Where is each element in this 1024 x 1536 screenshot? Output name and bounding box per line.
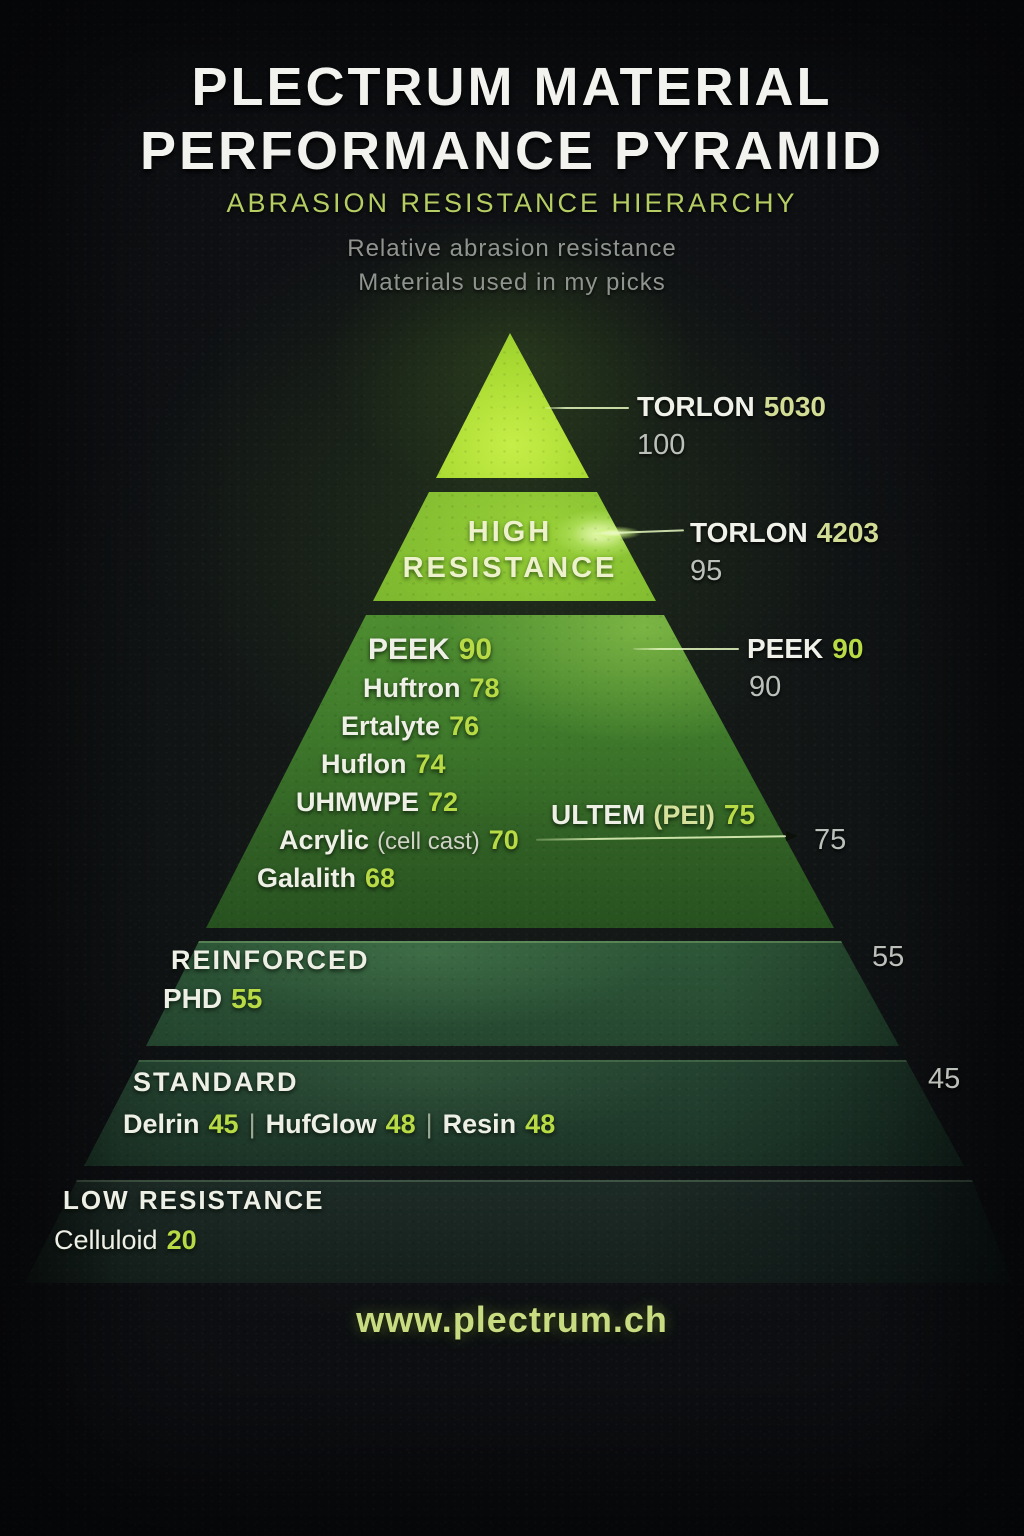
material-row-peek: PEEK 90	[368, 633, 492, 667]
material-row-acrylic: Acrylic (cell cast) 70	[279, 825, 519, 856]
side-value-75: 75	[814, 824, 847, 856]
material-value: 48	[525, 1109, 556, 1139]
tier-label-standard: STANDARD	[133, 1067, 299, 1097]
material-name: ULTEM	[551, 799, 646, 830]
material-name: Galalith	[257, 863, 357, 893]
callout-line-peek	[633, 648, 739, 650]
material-row-uhmwpe: UHMWPE 72	[296, 787, 458, 818]
pyramid-tier-torlon5030	[436, 333, 589, 478]
material-value: 90	[458, 633, 493, 666]
callout-arrow	[786, 831, 798, 841]
pyramid-tier-peek-group	[206, 615, 834, 928]
material-value: 20	[166, 1225, 197, 1255]
material-row-phd: PHD 55	[163, 983, 262, 1015]
material-note: (cell cast)	[377, 828, 480, 855]
material-name: Resin	[442, 1109, 517, 1139]
material-name: Delrin	[123, 1109, 200, 1139]
material-row-galalith: Galalith 68	[257, 863, 395, 894]
material-value: 76	[449, 711, 480, 741]
material-name: Huflon	[321, 749, 407, 779]
callout-torlon5030-name: TORLON	[637, 391, 755, 422]
callout-torlon4203-code: 4203	[816, 517, 879, 548]
material-row-celluloid: Celluloid 20	[54, 1225, 197, 1256]
callout-torlon5030-code: 5030	[763, 391, 826, 422]
callout-peek: PEEK 90	[747, 633, 863, 665]
material-value: 74	[415, 749, 446, 779]
tier-label-low-resistance: LOW RESISTANCE	[63, 1185, 325, 1215]
tagline-line1: Relative abrasion resistance	[347, 235, 677, 262]
pyramid-tier-reinforced	[146, 941, 899, 1046]
tier-label-high-line1: HIGH	[467, 516, 553, 548]
material-row-huflon: Huflon 74	[321, 749, 446, 780]
pyramid-tier-standard	[84, 1060, 964, 1166]
material-name: Ertalyte	[341, 711, 441, 741]
material-row-standard: Delrin 45 | HufGlow 48 | Resin 48	[123, 1109, 555, 1140]
callout-torlon5030-value: 100	[637, 429, 686, 461]
material-name: Celluloid	[54, 1225, 158, 1255]
side-value-45: 45	[928, 1063, 961, 1095]
material-note: (PEI)	[653, 800, 715, 830]
pyramid-tier-low-resistance	[25, 1180, 1012, 1283]
callout-torlon4203-value: 95	[690, 555, 723, 587]
material-name: PHD	[163, 983, 223, 1014]
callout-torlon4203: TORLON 4203	[690, 517, 879, 549]
tier-label-high-line2: RESISTANCE	[402, 552, 618, 584]
separator: |	[248, 1109, 256, 1139]
tagline-line2: Materials used in my picks	[358, 269, 666, 296]
material-row-ultem: ULTEM (PEI) 75	[551, 799, 755, 831]
page-title-line1: PLECTRUM MATERIAL	[191, 57, 833, 117]
tier-label-reinforced: REINFORCED	[171, 945, 370, 975]
callout-torlon4203-name: TORLON	[690, 517, 808, 548]
website-url: www.plectrum.ch	[356, 1299, 668, 1340]
material-value: 78	[469, 673, 500, 703]
material-name: Huftron	[363, 673, 461, 703]
callout-peek-name: PEEK	[747, 633, 824, 664]
material-name: Acrylic	[279, 825, 370, 855]
material-value: 48	[385, 1109, 416, 1139]
material-row-ertalyte: Ertalyte 76	[341, 711, 479, 742]
callout-line-torlon5030	[545, 407, 629, 409]
callout-peek-value: 90	[749, 671, 782, 703]
page-title-line2: PERFORMANCE PYRAMID	[139, 121, 885, 181]
material-value: 45	[208, 1109, 239, 1139]
callout-torlon5030: TORLON 5030	[637, 391, 826, 423]
tier-label-high-resistance: HIGH RESISTANCE	[385, 514, 635, 586]
material-row-huftron: Huftron 78	[363, 673, 500, 704]
material-value: 75	[723, 799, 756, 830]
subtitle: ABRASION RESISTANCE HIERARCHY	[226, 188, 798, 218]
material-value: 68	[365, 863, 396, 893]
material-value: 72	[428, 787, 459, 817]
material-name: UHMWPE	[296, 787, 419, 817]
callout-peek-inline-value: 90	[832, 633, 864, 664]
side-value-55: 55	[872, 941, 905, 973]
material-value: 55	[231, 983, 263, 1014]
material-value: 70	[488, 825, 519, 855]
material-name: HufGlow	[265, 1109, 377, 1139]
material-name: PEEK	[368, 633, 450, 666]
separator: |	[425, 1109, 433, 1139]
